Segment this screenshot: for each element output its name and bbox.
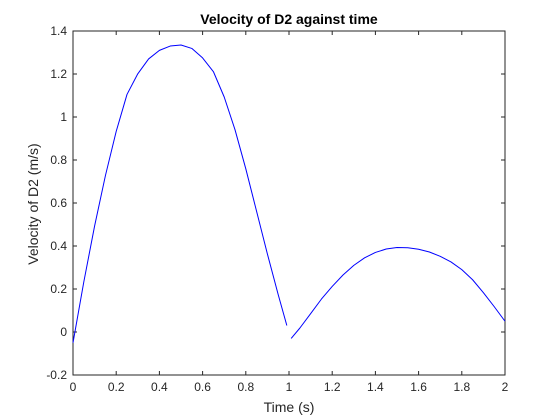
y-tick-label: 0.2 — [50, 282, 67, 296]
plot-area — [72, 30, 506, 376]
x-tick-label: 0.2 — [108, 380, 125, 394]
x-tick-label: 1.4 — [367, 380, 384, 394]
y-tick-label: 0.6 — [50, 196, 67, 210]
x-tick-label: 0.4 — [151, 380, 168, 394]
chart-title: Velocity of D2 against time — [200, 11, 378, 27]
y-tick-label: 1.4 — [50, 24, 67, 38]
y-tick-label: 0.8 — [50, 153, 67, 167]
x-tick-label: 1.2 — [324, 380, 341, 394]
series-line-segment — [72, 44, 288, 343]
series-layer — [72, 44, 506, 343]
x-tick-label: 1.8 — [453, 380, 470, 394]
y-axis-ticks: -0.2 0 0.2 0.4 0.6 0.8 1 1.2 1.4 — [46, 24, 505, 382]
x-axis-ticks: 0 0.2 0.4 0.6 0.8 1 1.2 1.4 1.6 1.8 2 — [70, 31, 509, 394]
y-tick-label: 1 — [60, 110, 67, 124]
y-axis-label: Velocity of D2 (m/s) — [25, 143, 41, 264]
y-tick-label: 1.2 — [50, 67, 67, 81]
x-tick-label: 1 — [286, 380, 293, 394]
series-line-segment — [290, 247, 506, 339]
y-tick-label: 0.4 — [50, 239, 67, 253]
y-tick-label: 0 — [60, 325, 67, 339]
x-tick-label: 1.6 — [410, 380, 427, 394]
x-tick-label: 2 — [502, 380, 509, 394]
x-tick-label: 0 — [70, 380, 77, 394]
x-tick-label: 0.6 — [194, 380, 211, 394]
y-tick-label: -0.2 — [46, 368, 67, 382]
x-axis-label: Time (s) — [264, 399, 315, 415]
x-tick-label: 0.8 — [237, 380, 254, 394]
